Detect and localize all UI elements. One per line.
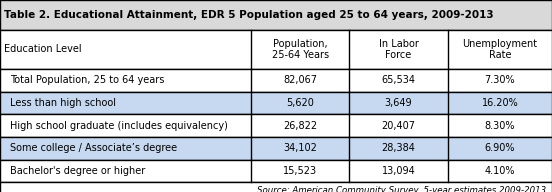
Text: Bachelor's degree or higher: Bachelor's degree or higher	[10, 166, 145, 176]
Text: 16.20%: 16.20%	[481, 98, 518, 108]
Text: 15,523: 15,523	[283, 166, 317, 176]
Text: 28,384: 28,384	[381, 143, 416, 153]
Text: High school graduate (includes equivalency): High school graduate (includes equivalen…	[10, 121, 228, 131]
Text: 34,102: 34,102	[283, 143, 317, 153]
Text: Table 2. Educational Attainment, EDR 5 Population aged 25 to 64 years, 2009-2013: Table 2. Educational Attainment, EDR 5 P…	[4, 10, 494, 20]
Text: 8.30%: 8.30%	[485, 121, 515, 131]
Text: Education Level: Education Level	[4, 44, 82, 55]
Text: Source: American Community Survey, 5-year estimates 2009-2013: Source: American Community Survey, 5-yea…	[257, 186, 546, 192]
Text: Some college / Associate’s degree: Some college / Associate’s degree	[10, 143, 177, 153]
Text: 4.10%: 4.10%	[485, 166, 515, 176]
Bar	[0, 69, 552, 92]
Text: Population,
25-64 Years: Population, 25-64 Years	[272, 39, 329, 60]
Bar	[0, 114, 552, 137]
Text: 26,822: 26,822	[283, 121, 317, 131]
Bar	[0, 137, 552, 160]
Text: Unemployment
Rate: Unemployment Rate	[462, 39, 538, 60]
Text: Less than high school: Less than high school	[10, 98, 116, 108]
Text: In Labor
Force: In Labor Force	[379, 39, 418, 60]
Text: 6.90%: 6.90%	[485, 143, 515, 153]
Text: Total Population, 25 to 64 years: Total Population, 25 to 64 years	[10, 75, 164, 85]
Text: 3,649: 3,649	[385, 98, 412, 108]
Bar	[0, 30, 552, 69]
Text: 65,534: 65,534	[381, 75, 416, 85]
Bar	[0, 160, 552, 182]
Text: 5,620: 5,620	[286, 98, 314, 108]
Text: 82,067: 82,067	[283, 75, 317, 85]
Bar	[0, 0, 552, 30]
Bar	[0, 182, 552, 192]
Text: 13,094: 13,094	[381, 166, 416, 176]
Bar	[0, 92, 552, 114]
Text: 7.30%: 7.30%	[485, 75, 515, 85]
Text: 20,407: 20,407	[381, 121, 416, 131]
